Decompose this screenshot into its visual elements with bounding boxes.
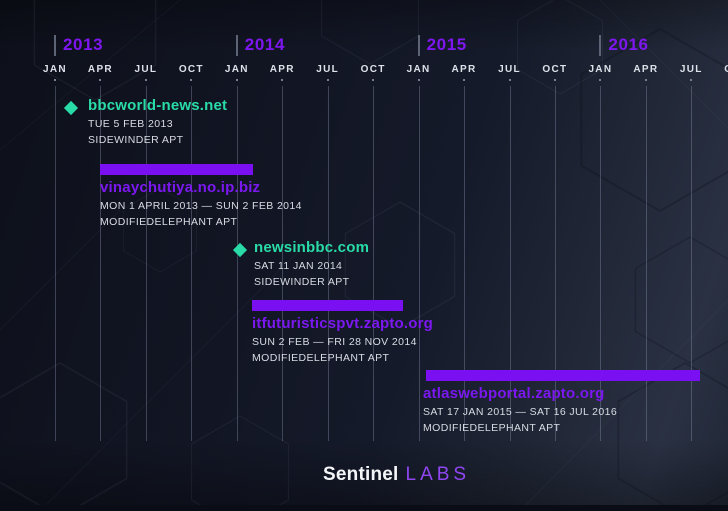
timeline-event-itfuturisticspvt: itfuturisticspvt.zapto.org SUN 2 FEB — F… [252,300,433,366]
axis-month-label: APR [87,64,113,75]
axis-month-label: JAN [43,64,67,75]
axis-tick-dot [463,79,466,81]
axis-tick-dot [54,79,56,81]
timeline-event-bbcworld-news: bbcworld-news.net TUE 5 FEB 2013 SIDEWIN… [63,97,228,148]
event-range-bar [426,370,700,381]
axis-gridline [145,86,147,441]
axis-gridline [236,86,238,441]
axis-tick-dot [599,79,602,81]
axis-tick-dot [326,79,329,81]
sentinellabs-logo: Sentinel LABS [323,464,470,486]
axis-tick-dot [281,79,284,81]
timeline-event-newsinbbc: newsinbbc.com SAT 11 JAN 2014 SIDEWINDER… [232,239,370,290]
axis-gridline [554,86,556,441]
axis-tick-dot [144,79,147,81]
event-domain: bbcworld-news.net [88,97,228,114]
axis-tick-dot [190,79,193,81]
event-point-diamond-icon [63,100,79,116]
event-domain: atlaswebportal.zapto.org [423,385,605,402]
event-date: SAT 17 JAN 2015 — SAT 16 JUL 2016 [423,406,618,418]
axis-year-label: 2014 [235,35,286,56]
axis-month-label: APR [269,64,295,75]
axis-month-label: JUL [679,64,703,75]
axis-gridline [645,86,647,441]
year-tick-bar [54,35,56,56]
axis-gridline [509,86,511,441]
axis-month-label: JUL [498,64,521,75]
axis-month-label: JUL [316,64,340,75]
axis-month-label: APR [451,64,477,75]
event-apt: MODIFIEDELEPHANT APT [252,352,390,364]
axis-month-label: JAN [224,64,249,75]
axis-month-label: JAN [406,64,431,75]
year-text: 2013 [63,35,104,54]
event-apt: MODIFIEDELEPHANT APT [423,422,561,434]
logo-suffix-text: LABS [405,464,471,485]
axis-tick-dot [553,79,556,81]
axis-tick-dot [99,79,102,81]
event-apt: SIDEWINDER APT [254,276,350,288]
axis-gridline [327,86,329,441]
event-domain: newsinbbc.com [254,239,370,256]
axis-gridline [691,86,693,441]
axis-gridline [191,86,193,441]
axis-month-label: OCT [178,64,204,75]
axis-gridline [55,86,56,441]
year-tick-bar [417,35,420,56]
event-apt: MODIFIEDELEPHANT APT [100,216,238,228]
axis-month-label: OCT [724,64,728,75]
year-text: 2016 [608,35,649,54]
event-date: SUN 2 FEB — FRI 28 NOV 2014 [252,336,417,348]
event-date: SAT 11 JAN 2014 [254,260,343,272]
axis-year-label: 2015 [417,35,467,56]
year-tick-bar [235,35,238,56]
event-domain: itfuturisticspvt.zapto.org [252,315,434,332]
event-range-bar [100,164,253,175]
year-tick-bar [599,35,602,56]
axis-month-label: JAN [588,64,613,75]
axis-tick-dot [644,79,647,81]
event-date: TUE 5 FEB 2013 [88,118,173,130]
axis-tick-dot [690,79,693,81]
axis-tick-dot [235,79,238,81]
axis-month-label: APR [633,64,659,75]
timeline-event-atlaswebportal: atlaswebportal.zapto.org SAT 17 JAN 2015… [423,370,700,436]
timeline-event-vinaychutiya: vinaychutiya.no.ip.biz MON 1 APRIL 2013 … [100,164,302,230]
axis-gridline [600,86,602,441]
axis-gridline [373,86,375,441]
axis-gridline [418,86,420,441]
event-date: MON 1 APRIL 2013 — SUN 2 FEB 2014 [100,200,302,212]
axis-gridline [464,86,466,441]
event-domain: vinaychutiya.no.ip.biz [100,179,261,196]
event-range-bar [252,300,403,311]
axis-tick-dot [508,79,511,81]
bottom-border-strip [0,505,728,511]
logo-brand-text: Sentinel [323,464,399,485]
axis-month-label: OCT [360,64,386,75]
event-point-diamond-icon [232,242,248,258]
axis-month-label: OCT [542,64,568,75]
axis-month-label: JUL [134,64,158,75]
axis-gridline [100,86,102,441]
axis-tick-dot [417,79,420,81]
year-text: 2014 [244,35,286,54]
axis-tick-dot [372,79,375,81]
axis-year-label: 2013 [54,35,103,56]
axis-year-label: 2016 [599,35,648,56]
axis-gridline [282,86,284,441]
year-text: 2015 [426,35,467,54]
event-apt: SIDEWINDER APT [88,134,184,146]
